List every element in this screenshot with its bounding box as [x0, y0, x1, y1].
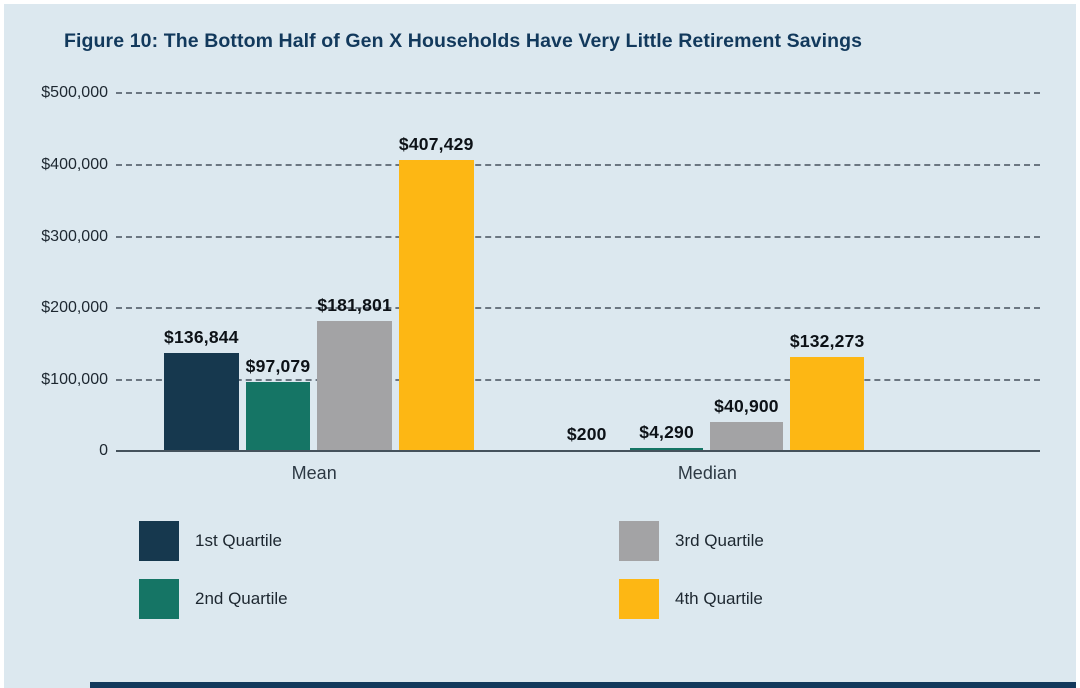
bar-slot: $181,801 [317, 93, 392, 452]
bar-slot: $407,429 [398, 93, 474, 452]
legend-item-4th-quartile: 4th Quartile [619, 579, 1080, 620]
gridline [116, 163, 1040, 166]
bar-slot: $132,273 [789, 93, 865, 452]
bar-value-label: $132,273 [789, 330, 865, 351]
bar-2nd-quartile [630, 448, 703, 452]
x-axis-line [116, 450, 1040, 453]
legend-item-1st-quartile: 1st Quartile [139, 521, 619, 562]
bar-group-median: $200 $4,290 $40,900 $132,273 [550, 93, 865, 452]
legend-label: 2nd Quartile [195, 589, 288, 609]
gridline [116, 378, 1040, 381]
bar-slot: $200 [550, 93, 624, 452]
bar-chart: 0 $100,000 $200,000 $300,000 $400,000 $500,00… [4, 84, 1076, 459]
figure-number: Figure 10: [64, 30, 159, 52]
bar-value-label: $97,079 [245, 355, 311, 376]
legend-label: 1st Quartile [195, 531, 282, 551]
y-axis-tick-label: $400,000 [41, 155, 108, 173]
y-axis: 0 $100,000 $200,000 $300,000 $400,000 $500,00… [4, 84, 116, 459]
legend-swatch [139, 521, 179, 562]
legend-label: 4th Quartile [675, 589, 763, 609]
x-axis-label-mean: Mean [291, 463, 337, 484]
legend: 1st Quartile 2nd Quartile 3rd Quartile 4th … [139, 521, 1076, 620]
legend-swatch [619, 579, 659, 620]
bar-groups: $136,844 $97,079 $181,801 $407,429 $200 $4,29… [116, 93, 1040, 452]
bar-4th-quartile [398, 159, 474, 452]
legend-item-2nd-quartile: 2nd Quartile [139, 579, 619, 620]
gridline [116, 235, 1040, 238]
bar-value-label: $136,844 [164, 327, 239, 348]
x-axis-labels: Mean Median [116, 451, 1040, 495]
bar-slot: $4,290 [630, 93, 703, 452]
bar-slot: $40,900 [709, 93, 783, 452]
legend-swatch [139, 579, 179, 620]
bar-1st-quartile [164, 353, 239, 452]
bar-4th-quartile [789, 356, 865, 452]
bar-3rd-quartile [709, 422, 783, 452]
y-axis-tick-label: 0 [99, 442, 108, 460]
bar-group-mean: $136,844 $97,079 $181,801 $407,429 [164, 93, 474, 452]
y-axis-tick-label: $300,000 [41, 227, 108, 245]
bar-value-label: $181,801 [317, 295, 392, 316]
y-axis-tick-label: $100,000 [41, 370, 108, 388]
x-axis-label-median: Median [677, 463, 737, 484]
legend-label: 3rd Quartile [675, 531, 764, 551]
figure-title: Figure 10: The Bottom Half of Gen X Hous… [4, 4, 1064, 55]
legend-item-3rd-quartile: 3rd Quartile [619, 521, 1080, 562]
bar-value-label: $4,290 [639, 422, 694, 443]
bar-slot: $136,844 [164, 93, 239, 452]
y-axis-tick-label: $200,000 [41, 299, 108, 317]
bar-2nd-quartile [245, 381, 311, 452]
y-axis-tick-label: $500,000 [41, 84, 108, 102]
bar-value-label: $407,429 [398, 133, 474, 154]
gridline [116, 92, 1040, 95]
figure-title-text: The Bottom Half of Gen X Households Have… [158, 30, 863, 52]
bar-slot: $97,079 [245, 93, 311, 452]
legend-swatch [619, 521, 659, 562]
plot-area: $136,844 $97,079 $181,801 $407,429 $200 $4,29… [116, 92, 1040, 453]
gridline [116, 307, 1040, 310]
bar-3rd-quartile [317, 321, 392, 452]
bar-value-label: $40,900 [714, 396, 779, 417]
bar-value-label: $200 [566, 424, 607, 445]
footer-bar [90, 682, 1076, 688]
